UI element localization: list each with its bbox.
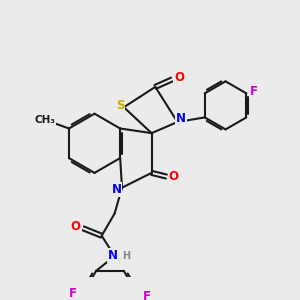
- Text: O: O: [71, 220, 81, 233]
- Text: N: N: [112, 183, 122, 196]
- Text: N: N: [108, 249, 118, 262]
- Text: H: H: [122, 251, 130, 261]
- Text: O: O: [174, 71, 184, 84]
- Text: F: F: [69, 286, 77, 299]
- Text: CH₃: CH₃: [34, 115, 56, 125]
- Text: O: O: [169, 170, 179, 183]
- Text: F: F: [250, 85, 258, 98]
- Text: F: F: [143, 290, 151, 300]
- Text: N: N: [176, 112, 186, 125]
- Text: S: S: [116, 99, 124, 112]
